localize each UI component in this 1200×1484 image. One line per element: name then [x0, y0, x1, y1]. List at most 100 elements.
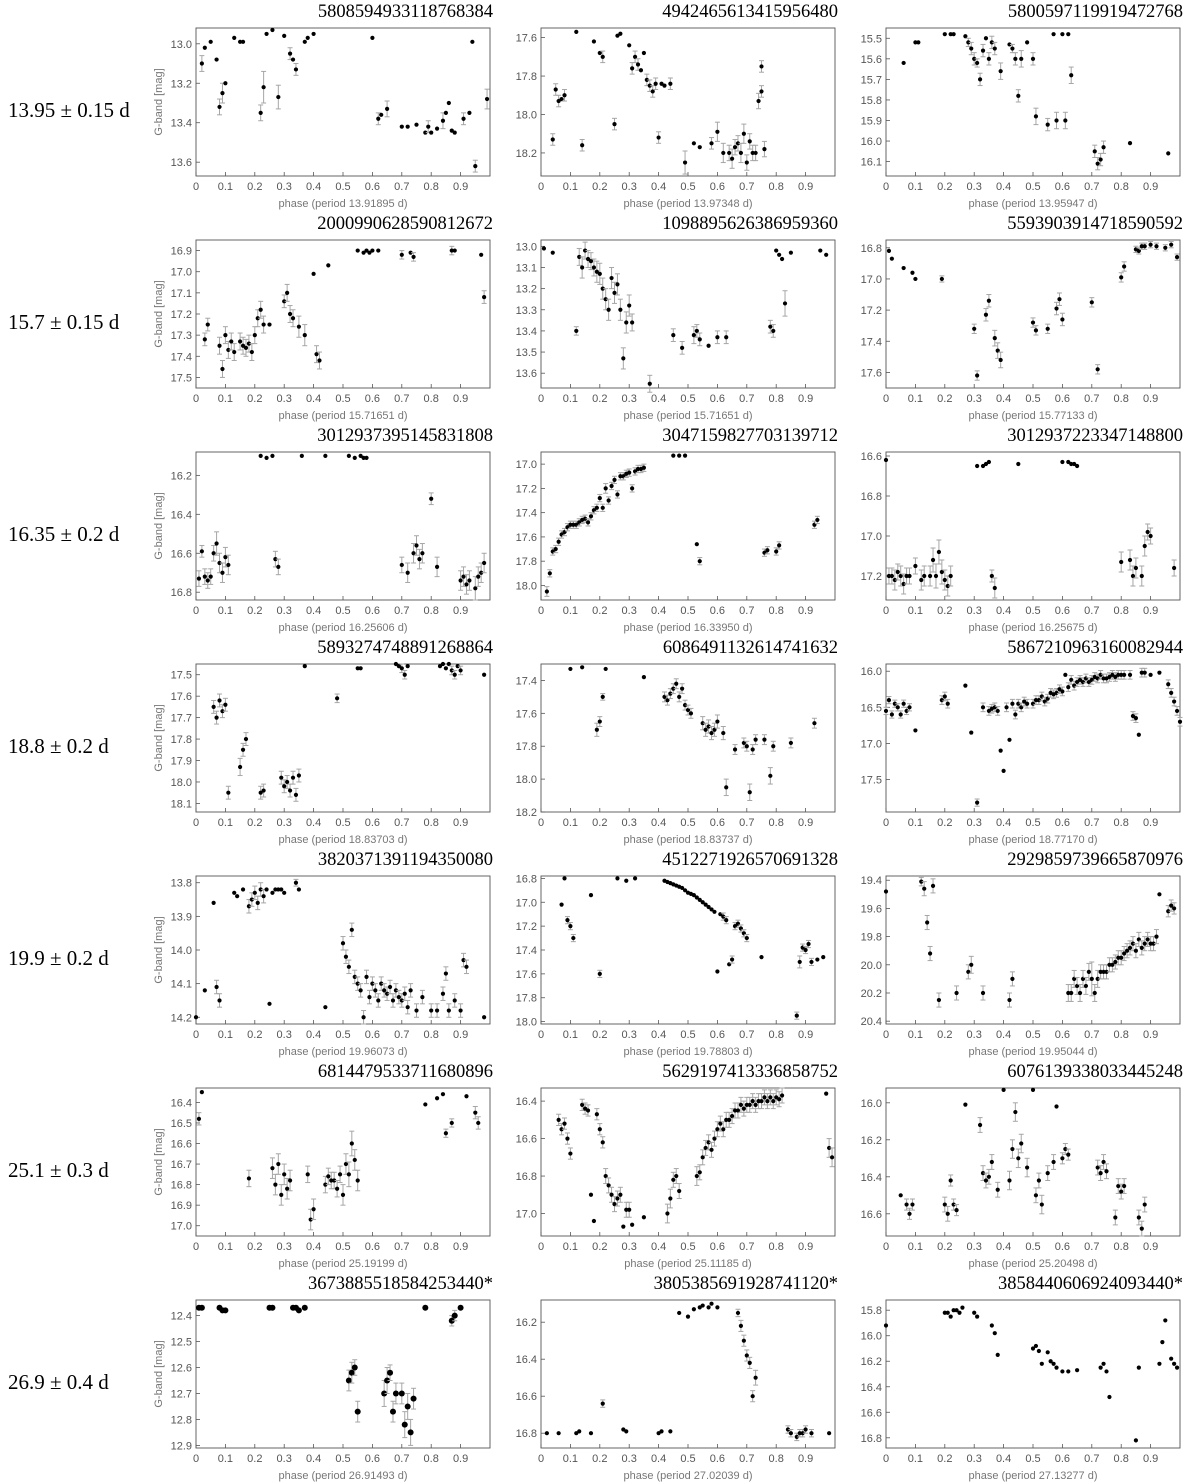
data-point [606, 1183, 611, 1188]
x-tick-label: 0.2 [247, 605, 262, 617]
data-point [621, 1224, 626, 1229]
x-tick-label: 0 [883, 1453, 889, 1465]
data-point [641, 465, 646, 470]
data-point [414, 1008, 419, 1013]
data-point [420, 994, 425, 1000]
x-tick-label: 0.8 [424, 1241, 439, 1253]
data-point [1136, 1365, 1141, 1370]
data-points [211, 661, 487, 802]
data-point [1077, 990, 1083, 996]
x-tick-label: 0.1 [908, 817, 923, 829]
data-point [797, 1431, 802, 1436]
data-point [703, 902, 708, 907]
row-period-label: 19.9 ± 0.2 d [8, 946, 109, 970]
data-point [774, 549, 779, 554]
data-point [1010, 1146, 1015, 1152]
data-point [706, 343, 711, 348]
data-point [1148, 672, 1153, 677]
data-point [411, 254, 416, 260]
data-point [703, 727, 708, 732]
data-point [223, 81, 228, 86]
data-point [668, 81, 673, 86]
data-point [1092, 149, 1097, 154]
data-point [662, 694, 667, 699]
data-point [429, 1008, 434, 1013]
x-tick-label: 0.4 [996, 817, 1011, 829]
data-point [355, 1178, 360, 1183]
data-point [1101, 969, 1106, 974]
x-axis-label: phase (period 13.91895 d) [278, 198, 407, 210]
x-tick-label: 0.5 [680, 393, 695, 405]
data-point [951, 1202, 956, 1207]
x-tick-label: 0.9 [1143, 1241, 1158, 1253]
x-tick-label: 0.5 [1025, 393, 1040, 405]
data-point [276, 94, 281, 100]
data-point [1122, 1183, 1127, 1189]
x-tick-label: 0.5 [1025, 181, 1040, 193]
data-point [1130, 573, 1136, 579]
x-tick-label: 0.3 [277, 1241, 292, 1253]
data-point [1095, 367, 1100, 372]
y-tick-label: 18.0 [516, 1017, 537, 1029]
data-point [311, 271, 316, 276]
data-point [202, 988, 207, 993]
data-point [258, 110, 263, 115]
data-point [470, 39, 475, 44]
data-point [732, 1108, 738, 1113]
y-axis-label: G-band [mag] [153, 68, 165, 135]
data-point [434, 1008, 440, 1013]
x-axis-label: phase (period 16.25675 d) [968, 622, 1097, 634]
x-tick-label: 0.7 [1084, 817, 1099, 829]
x-tick-label: 0.4 [651, 1453, 666, 1465]
data-point [1016, 701, 1021, 706]
data-point [1066, 1369, 1071, 1374]
data-point [1063, 1146, 1068, 1152]
data-point [724, 918, 729, 923]
data-point [1116, 672, 1121, 677]
data-point [1142, 941, 1147, 946]
data-point [408, 250, 413, 255]
data-point [559, 1127, 564, 1132]
y-tick-label: 17.2 [861, 305, 882, 317]
y-tick-label: 17.4 [861, 336, 882, 348]
data-point [779, 256, 785, 262]
data-point [1139, 945, 1144, 950]
data-point [969, 962, 974, 967]
data-point [954, 1208, 959, 1213]
data-point [691, 141, 696, 146]
data-point [267, 322, 272, 327]
data-point [482, 294, 487, 300]
plot-frame [540, 239, 836, 389]
data-point [467, 578, 472, 583]
data-point [553, 87, 558, 92]
data-point [883, 457, 889, 463]
data-point [715, 335, 720, 340]
data-point [591, 265, 597, 270]
data-point [332, 1178, 337, 1183]
data-point [977, 77, 983, 82]
plot-frame [885, 663, 1181, 813]
data-point [960, 1305, 965, 1310]
data-point [449, 248, 454, 253]
data-point [703, 1145, 708, 1151]
x-tick-label: 0.1 [563, 1029, 578, 1041]
data-point [585, 520, 591, 525]
data-point [1139, 670, 1144, 675]
x-axis-label: phase (period 15.71651 d) [623, 410, 752, 422]
data-point [677, 1188, 682, 1194]
data-point [744, 1102, 749, 1107]
data-point [759, 955, 764, 960]
y-tick-label: 16.4 [171, 509, 192, 521]
data-point [1039, 694, 1044, 699]
data-point [821, 955, 826, 960]
data-point [302, 664, 307, 669]
data-point [464, 964, 469, 969]
data-points [196, 453, 487, 601]
x-tick-label: 0.4 [996, 181, 1011, 193]
data-point [423, 130, 428, 135]
data-point [364, 974, 369, 980]
data-point [1045, 122, 1050, 127]
data-point [467, 110, 472, 115]
data-point [901, 60, 906, 66]
data-point [348, 1369, 355, 1376]
